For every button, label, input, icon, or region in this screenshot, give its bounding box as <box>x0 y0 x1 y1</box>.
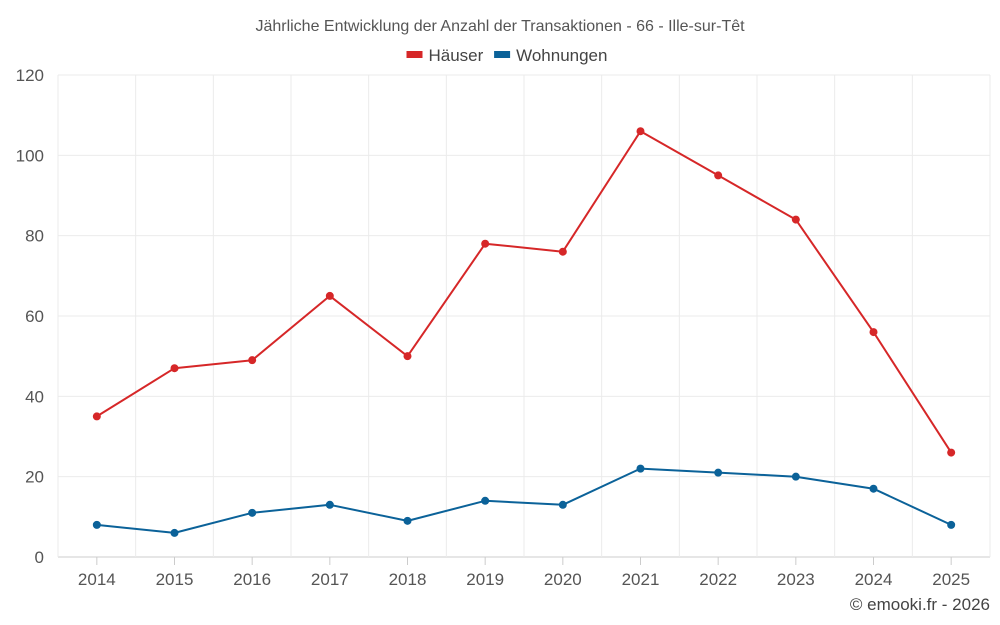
x-tick-label: 2014 <box>78 570 116 589</box>
legend-swatch <box>406 51 423 58</box>
x-axis: 2014 2015 2016 2017 2018 2019 2020 2021 2022 2023… <box>78 557 970 589</box>
data-point-wohnungen[interactable] <box>403 516 412 525</box>
y-tick-label: 0 <box>35 548 44 567</box>
data-point-haeuser[interactable] <box>248 356 257 365</box>
data-point-wohnungen[interactable] <box>481 496 490 505</box>
data-point-wohnungen[interactable] <box>170 528 179 537</box>
data-point-wohnungen[interactable] <box>947 520 956 529</box>
data-point-haeuser[interactable] <box>791 215 800 224</box>
data-point-haeuser[interactable] <box>947 448 956 457</box>
legend-item-wohnungen[interactable]: Wohnungen <box>494 46 607 65</box>
data-point-wohnungen[interactable] <box>92 520 101 529</box>
legend-swatch <box>494 51 511 58</box>
series-layer <box>92 127 956 537</box>
data-point-haeuser[interactable] <box>714 171 723 180</box>
data-point-haeuser[interactable] <box>558 247 567 256</box>
legend-item-haeuser[interactable]: Häuser <box>406 46 484 65</box>
data-point-haeuser[interactable] <box>636 127 645 136</box>
data-point-haeuser[interactable] <box>170 364 179 373</box>
x-tick-label: 2021 <box>622 570 660 589</box>
x-tick-label: 2024 <box>855 570 893 589</box>
series-wohnungen <box>92 464 956 537</box>
chart-title: Jährliche Entwicklung der Anzahl der Tra… <box>255 18 745 35</box>
data-point-haeuser[interactable] <box>869 328 878 337</box>
series-haeuser <box>92 127 956 457</box>
y-axis: 0 20 40 60 80 100 120 <box>16 66 44 567</box>
y-tick-label: 40 <box>25 387 44 406</box>
x-tick-label: 2020 <box>544 570 582 589</box>
series-line-haeuser <box>96 130 953 454</box>
grid <box>57 74 991 558</box>
x-tick-label: 2016 <box>233 570 271 589</box>
data-point-haeuser[interactable] <box>481 239 490 248</box>
x-tick-label: 2017 <box>311 570 349 589</box>
x-tick-label: 2023 <box>777 570 815 589</box>
y-tick-label: 60 <box>25 307 44 326</box>
data-point-wohnungen[interactable] <box>325 500 334 509</box>
legend-label: Häuser <box>429 46 484 65</box>
data-point-wohnungen[interactable] <box>248 508 257 517</box>
x-tick-label: 2022 <box>699 570 737 589</box>
data-point-wohnungen[interactable] <box>869 484 878 493</box>
data-point-wohnungen[interactable] <box>714 468 723 477</box>
y-tick-label: 20 <box>25 468 44 487</box>
data-point-wohnungen[interactable] <box>791 472 800 481</box>
credit-text: © emooki.fr - 2026 <box>850 595 990 614</box>
series-line-wohnungen <box>96 467 952 534</box>
x-tick-label: 2019 <box>466 570 504 589</box>
data-point-haeuser[interactable] <box>92 412 101 421</box>
x-tick-label: 2018 <box>389 570 427 589</box>
y-tick-label: 120 <box>16 66 44 85</box>
legend: Häuser Wohnungen <box>406 46 607 65</box>
legend-label: Wohnungen <box>516 46 607 65</box>
x-tick-label: 2025 <box>932 570 970 589</box>
y-tick-label: 100 <box>16 146 44 165</box>
data-point-wohnungen[interactable] <box>636 464 645 473</box>
y-tick-label: 80 <box>25 227 44 246</box>
data-point-haeuser[interactable] <box>325 291 334 300</box>
x-tick-label: 2015 <box>156 570 194 589</box>
data-point-haeuser[interactable] <box>403 352 412 361</box>
data-point-wohnungen[interactable] <box>558 500 567 509</box>
